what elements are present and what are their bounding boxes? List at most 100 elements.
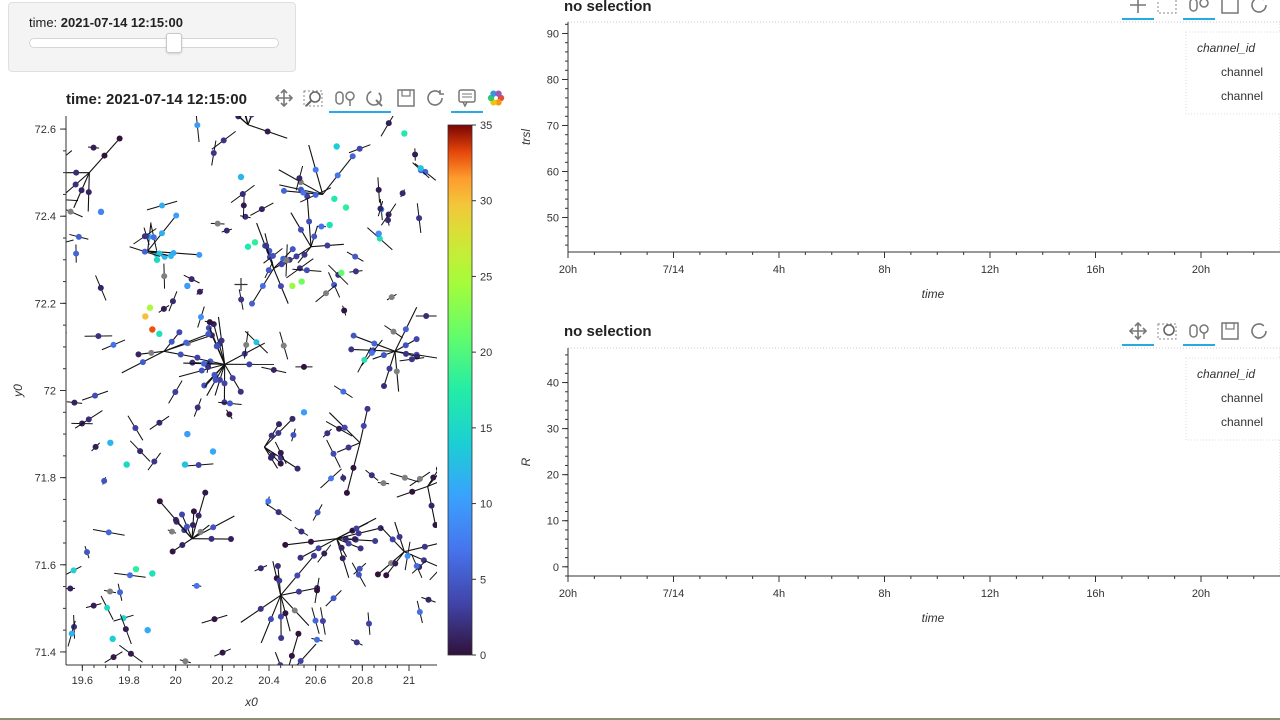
cml-node — [193, 582, 200, 589]
save-icon[interactable] — [394, 87, 418, 109]
cml-node — [243, 341, 250, 348]
refresh-icon[interactable] — [1248, 320, 1272, 342]
cml-node — [196, 251, 203, 258]
colorbar-tick-label: 20 — [480, 347, 492, 359]
map-y-axis-label: y0 — [11, 384, 25, 398]
cml-node — [324, 242, 331, 249]
box-zoom-icon[interactable] — [302, 87, 326, 109]
map-y-tick-label: 71.6 — [35, 560, 56, 572]
save-icon[interactable] — [1218, 320, 1242, 342]
box-zoom-icon[interactable] — [1156, 0, 1180, 16]
cml-node — [239, 97, 245, 103]
cml-node — [345, 540, 352, 547]
cml-node — [322, 290, 329, 297]
cml-node — [212, 377, 219, 384]
colorbar-tick-label: 35 — [480, 120, 492, 132]
cml-node — [280, 187, 287, 194]
cml-node — [209, 448, 217, 455]
cml-node — [364, 405, 371, 412]
legend-box — [1185, 31, 1280, 115]
cml-node — [294, 465, 301, 472]
cml-node — [202, 489, 209, 496]
cml-node — [442, 539, 448, 545]
map-plot[interactable]: 19.6 19.8 20 20.2 20.4 20.6 20.8 21 71.4 71.6 71.8… — [0, 0, 510, 720]
pan-icon[interactable] — [272, 87, 296, 109]
y-tick-label: 70 — [547, 121, 559, 133]
cml-node — [277, 662, 284, 665]
cml-node — [169, 298, 176, 305]
save-icon[interactable] — [1218, 0, 1242, 16]
cml-node — [123, 461, 130, 468]
cml-node — [244, 243, 252, 250]
panel1-title: no selection — [564, 0, 652, 15]
cml-node — [277, 449, 284, 456]
cml-node — [353, 639, 360, 646]
wheel-zoom-icon[interactable] — [329, 87, 361, 113]
cml-node — [205, 330, 212, 337]
x-tick-label: 7/14 — [663, 264, 684, 276]
pan-icon[interactable] — [1122, 320, 1154, 346]
cml-node — [257, 565, 264, 572]
cml-link — [427, 474, 437, 487]
map-x-tick-label: 19.8 — [118, 675, 139, 687]
cml-node — [278, 261, 285, 268]
colorbar-tick-label: 25 — [480, 271, 492, 283]
wheel-zoom-icon[interactable] — [1183, 320, 1215, 346]
cml-node — [380, 383, 387, 390]
reset-zoom-icon[interactable] — [359, 87, 391, 113]
cml-node — [172, 516, 179, 523]
cml-node — [385, 120, 392, 127]
time-slider-track[interactable] — [29, 38, 279, 48]
cml-node — [267, 616, 274, 623]
bokeh-logo-icon[interactable] — [484, 87, 508, 109]
cml-node — [232, 81, 238, 87]
cml-node — [189, 521, 196, 528]
cml-node — [313, 636, 320, 643]
cml-node — [251, 239, 259, 246]
refresh-icon[interactable] — [424, 87, 448, 109]
trsl-timeseries-plot[interactable]: 50 60 70 80 90 20h 7/14 4h 8h 12h 16h 20h time trsl ch… — [520, 0, 1280, 310]
cml-node — [194, 354, 201, 361]
cml-node — [150, 234, 157, 241]
box-zoom-icon[interactable] — [1156, 320, 1180, 342]
cml-node — [237, 173, 245, 181]
map-x-tick-label: 20.8 — [352, 675, 373, 687]
cml-node — [189, 359, 196, 366]
cml-node — [315, 545, 322, 552]
cml-node — [296, 175, 303, 182]
cml-node — [57, 333, 63, 339]
cml-node — [396, 533, 403, 540]
panel1-toolbar — [1122, 0, 1280, 20]
legend-item: channel — [1221, 391, 1263, 405]
cml-node — [92, 443, 99, 450]
cml-node — [117, 589, 124, 596]
wheel-zoom-icon[interactable] — [1183, 0, 1215, 20]
cml-node — [368, 472, 375, 479]
legend-box — [1185, 357, 1280, 441]
pan-icon[interactable] — [1122, 0, 1154, 20]
x-tick-label: 8h — [878, 588, 890, 600]
cml-node — [356, 145, 363, 152]
cml-node — [226, 105, 232, 111]
r-timeseries-plot[interactable]: 0 10 20 30 40 20h 7/14 4h 8h 12h 16h 20h time Rchanne… — [520, 330, 1280, 650]
cml-node — [360, 422, 367, 429]
cml-node — [276, 421, 283, 428]
hover-icon[interactable] — [451, 87, 483, 113]
cml-node — [278, 635, 285, 642]
y-tick-label: 40 — [547, 378, 559, 390]
refresh-icon[interactable] — [1248, 0, 1272, 16]
cml-node — [350, 464, 357, 471]
x-tick-label: 20h — [559, 264, 577, 276]
cml-node — [341, 307, 348, 314]
map-toolbar — [270, 87, 510, 113]
time-slider-handle[interactable] — [165, 33, 182, 53]
x-tick-label: 8h — [878, 264, 890, 276]
cml-node — [321, 550, 328, 557]
time-slider-label: time: 2021-07-14 12:15:00 — [29, 15, 183, 30]
map-x-tick-label: 20.6 — [305, 675, 326, 687]
cml-node — [342, 204, 350, 211]
legend-title: channel_id — [1197, 41, 1255, 55]
cml-node — [282, 699, 288, 705]
cml-node — [101, 152, 108, 159]
cml-node — [229, 375, 236, 382]
